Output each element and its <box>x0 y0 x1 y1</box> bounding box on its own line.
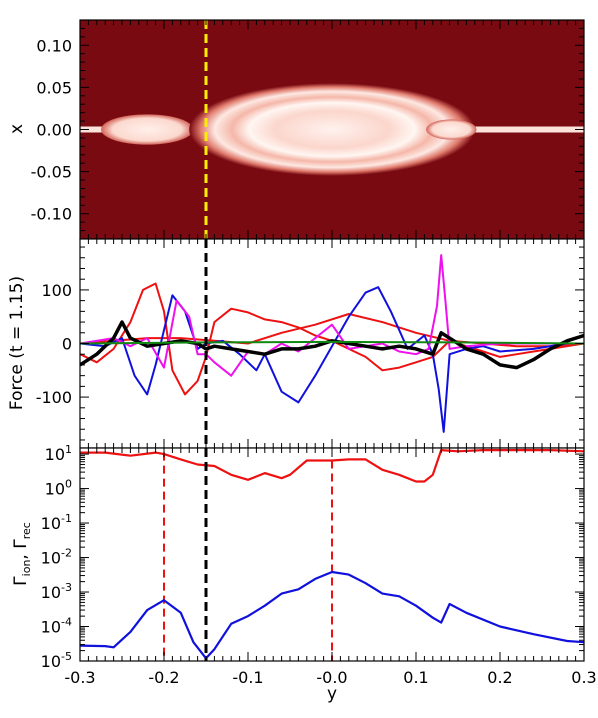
y-tick-label: 101 <box>45 443 72 464</box>
y-tick-base: 10 <box>41 549 61 568</box>
heatmap-panel: 0.10 0.05 0.00 -0.05 -0.10 x <box>7 19 585 240</box>
y-tick-base: 10 <box>41 652 61 671</box>
y-tick-base: 10 <box>41 618 61 637</box>
rate-series <box>80 449 584 661</box>
x-tick-label: 0.1 <box>403 668 428 687</box>
x-tick-label: 0.3 <box>571 668 596 687</box>
y-tick-exponent: -4 <box>61 616 72 629</box>
force-series <box>80 254 584 433</box>
y-tick-label: 0.05 <box>36 78 72 97</box>
y-tick-label: 0.00 <box>36 121 72 140</box>
y-tick-label: 10-2 <box>41 547 72 568</box>
x-tick-label: -0.3 <box>64 668 95 687</box>
ylabel-sub-rec: rec <box>20 522 33 539</box>
y-tick-exponent: -1 <box>61 512 72 525</box>
y-tick-label: -100 <box>36 388 72 407</box>
force-series-4 <box>80 320 584 370</box>
force-series-2 <box>80 286 584 433</box>
y-tick-label: -0.10 <box>31 205 72 224</box>
force-series-0 <box>80 282 584 396</box>
x-tick-label: -0.2 <box>148 668 179 687</box>
rate-series-1 <box>80 570 584 660</box>
y-tick-exponent: 1 <box>65 443 72 456</box>
plasmoid-0 <box>101 114 194 145</box>
y-tick-base: 10 <box>45 445 65 464</box>
y-tick-label: 10-1 <box>41 512 72 533</box>
x-tick-label: -0.0 <box>316 668 347 687</box>
x-tick-label: 0.2 <box>487 668 512 687</box>
y-tick-label: 0.10 <box>36 36 72 55</box>
x-tick-labels: -0.3 -0.2 -0.1 -0.0 0.1 0.2 0.3 <box>64 668 596 687</box>
y-tick-label: 10-4 <box>41 616 72 637</box>
force-series-3 <box>80 254 584 377</box>
panel1-ylabel: x <box>7 124 27 134</box>
x-tick-label: -0.1 <box>232 668 263 687</box>
y-tick-base: 10 <box>45 480 65 499</box>
force-panel: 100 0 -100 Force (t = 1.15) <box>7 238 585 449</box>
y-tick-exponent: -5 <box>61 650 72 663</box>
force-series-5 <box>80 340 584 345</box>
panel3-ylabel: Γion, Γrec <box>11 522 33 586</box>
ylabel-gamma: Γ <box>11 576 31 586</box>
rate-series-0 <box>80 449 584 483</box>
y-tick-label: 100 <box>45 478 72 499</box>
panel2-ylabel: Force (t = 1.15) <box>7 276 27 410</box>
y-tick-label: 0 <box>62 335 72 354</box>
ylabel-sub-ion: ion <box>20 560 33 577</box>
y-tick-base: 10 <box>41 583 61 602</box>
y-tick-label: -0.05 <box>31 163 72 182</box>
y-tick-exponent: -2 <box>61 547 72 560</box>
force-series-1 <box>80 313 584 348</box>
plasmoid-1 <box>189 83 475 176</box>
panel2-ticks: 100 0 -100 <box>36 239 585 448</box>
y-tick-exponent: 0 <box>65 478 72 491</box>
heatmap-structures <box>80 83 584 176</box>
y-tick-exponent: -3 <box>61 581 72 594</box>
plasmoid-2 <box>426 119 477 140</box>
y-tick-label: 10-5 <box>41 650 72 671</box>
ylabel-separator: , Γ <box>11 539 31 560</box>
y-tick-base: 10 <box>41 514 61 533</box>
y-tick-label: 10-3 <box>41 581 72 602</box>
x-axis-label: y <box>327 684 337 704</box>
y-tick-label: 100 <box>41 281 72 300</box>
panel1-ticks: 0.10 0.05 0.00 -0.05 -0.10 <box>31 20 585 239</box>
